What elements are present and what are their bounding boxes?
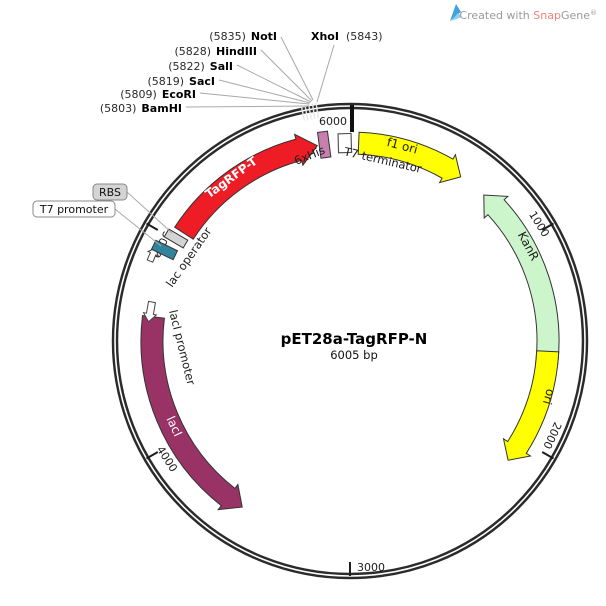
feature-arrow-ori[interactable] <box>502 350 560 461</box>
label-laci-promoter[interactable]: lacI promoter <box>166 308 198 386</box>
site-hindiii-name: HindIII <box>216 45 257 58</box>
6xhis-box[interactable] <box>316 130 332 159</box>
site-noti-name: NotI <box>251 30 277 43</box>
restriction-site-labels: (5835) NotI XhoI (5843) (5828) HindIII (582… <box>100 30 383 115</box>
mcs-site-ticks <box>300 103 319 121</box>
plasmid-title-block: pET28a-TagRFP-N 6005 bp <box>281 330 428 362</box>
laci-promoter-arrow[interactable] <box>142 300 158 323</box>
credit-registered-mark: ® <box>590 9 597 17</box>
site-xhoi-name: XhoI <box>311 30 339 43</box>
mcs-tick <box>311 103 316 119</box>
mcs-tick <box>300 105 306 121</box>
leader-xhoi <box>316 44 335 103</box>
site-noti[interactable]: (5835) NotI <box>209 30 277 43</box>
tick-label-3000: 3000 <box>357 561 385 574</box>
snapgene-logo-icon <box>450 4 461 21</box>
feature-arrow-laci[interactable] <box>140 314 243 511</box>
mcs-tick <box>304 105 309 121</box>
tick-marks <box>146 105 554 576</box>
feature-arrow-tagrfp[interactable] <box>174 133 319 240</box>
site-hindiii[interactable]: (5828) HindIII <box>174 45 257 58</box>
label-rbs[interactable]: RBS <box>99 186 121 199</box>
t7-promoter-tag-box[interactable] <box>32 200 116 218</box>
feature-labels: TagRFP-T 6xHis T7 terminator f1 ori KanR… <box>163 135 558 439</box>
leader-hindiii <box>260 49 313 102</box>
feature-arrow-kanr[interactable] <box>483 194 560 366</box>
snapgene-credit: Created with SnapGene® <box>450 4 597 22</box>
site-xhoi-pos: (5843) <box>346 30 383 43</box>
lac-operator-box[interactable] <box>150 239 179 261</box>
leader-sali <box>236 64 312 103</box>
mcs-tick <box>308 104 312 120</box>
site-bamhi-name: BamHI <box>141 102 182 115</box>
label-ori[interactable]: ori <box>540 387 558 406</box>
site-leader-lines <box>185 36 335 108</box>
snapgene-logo-icon-lower <box>451 13 462 21</box>
feature-box-6xhis[interactable] <box>316 130 332 159</box>
rbs-tag-box[interactable] <box>92 183 128 201</box>
site-sali[interactable]: (5822) SalI <box>168 60 233 73</box>
tick-2000 <box>541 451 554 460</box>
site-noti-pos: (5835) <box>209 30 246 43</box>
credit-text: Created with SnapGene® <box>459 9 597 22</box>
tag-labels: RBS T7 promoter <box>32 183 173 247</box>
leader-saci <box>218 79 311 104</box>
mcs-tick <box>315 103 319 119</box>
t7-terminator-box[interactable] <box>337 132 353 154</box>
site-bamhi-pos: (5803) <box>100 102 137 115</box>
site-saci-name: SacI <box>189 75 215 88</box>
site-saci[interactable]: (5819) SacI <box>147 75 215 88</box>
leader-bamhi <box>185 105 310 108</box>
feature-arrow-f1-ori[interactable] <box>357 131 462 184</box>
tick-4000 <box>146 451 159 460</box>
feature-box-t7-terminator[interactable] <box>337 132 353 154</box>
site-ecori[interactable]: (5809) EcoRI <box>120 88 196 101</box>
leader-rbs <box>126 191 173 234</box>
feature-arrow-laci-promoter[interactable] <box>142 300 158 323</box>
site-hindiii-pos: (5828) <box>174 45 211 58</box>
site-bamhi[interactable]: (5803) BamHI <box>100 102 182 115</box>
feature-box-lac-operator[interactable] <box>150 239 179 261</box>
site-saci-pos: (5819) <box>147 75 184 88</box>
rbs-box[interactable] <box>163 228 189 249</box>
leader-t7-promoter <box>114 208 162 247</box>
tick-5000 <box>146 222 159 231</box>
site-xhoi[interactable]: XhoI (5843) <box>311 30 383 43</box>
credit-brand-gene: Gene <box>561 9 590 22</box>
tick-1000 <box>541 222 554 231</box>
feature-box-rbs[interactable] <box>163 228 189 249</box>
credit-brand-snap: Snap <box>533 9 561 22</box>
tick-label-6000: 6000 <box>319 115 347 128</box>
leader-ecori <box>199 92 310 105</box>
site-sali-pos: (5822) <box>168 60 205 73</box>
site-ecori-pos: (5809) <box>120 88 157 101</box>
plasmid-size: 6005 bp <box>330 348 378 362</box>
plasmid-name: pET28a-TagRFP-N <box>281 330 428 348</box>
features <box>140 130 560 511</box>
site-ecori-name: EcoRI <box>162 88 196 101</box>
label-t7-promoter[interactable]: T7 promoter <box>39 203 109 216</box>
site-sali-name: SalI <box>210 60 233 73</box>
credit-prefix: Created with <box>459 9 533 22</box>
leader-noti <box>280 36 314 101</box>
